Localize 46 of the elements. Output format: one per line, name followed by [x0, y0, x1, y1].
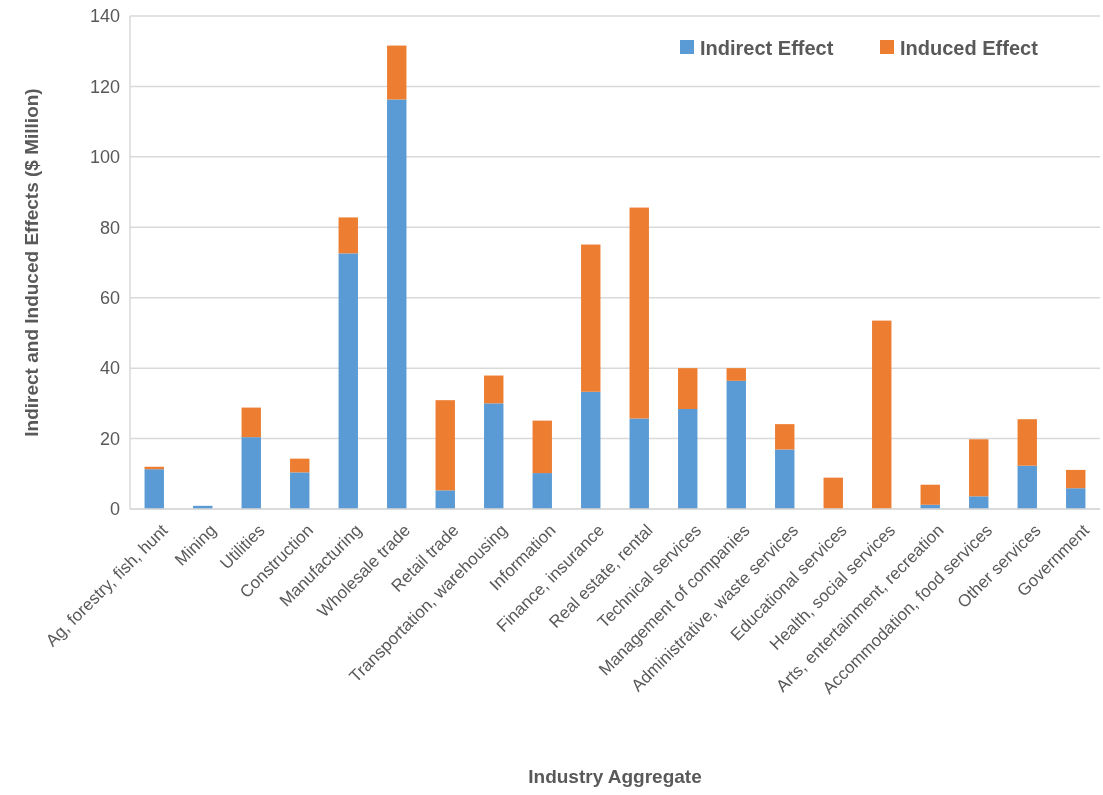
bar [775, 449, 795, 509]
bar [1066, 488, 1086, 509]
bar [144, 469, 164, 509]
bar [532, 420, 552, 474]
bar [435, 400, 455, 491]
bar [484, 403, 504, 509]
y-tick-label: 80 [99, 217, 120, 238]
y-axis-title: Indirect and Induced Effects ($ Million) [21, 88, 42, 437]
bar [581, 391, 601, 509]
y-tick-label: 100 [89, 147, 120, 168]
bar [920, 484, 940, 505]
bar [775, 424, 795, 450]
legend-label: Induced Effect [900, 37, 1039, 59]
y-tick-label: 120 [89, 76, 120, 97]
bar [241, 437, 261, 509]
bar [1017, 419, 1037, 466]
bar [338, 253, 358, 509]
bar [484, 375, 504, 404]
bar [1017, 465, 1037, 509]
bar [338, 217, 358, 254]
bar [629, 207, 649, 419]
x-axis-title: Industry Aggregate [528, 766, 702, 787]
bar [726, 368, 746, 381]
bar [872, 320, 892, 509]
y-tick-label: 140 [89, 6, 120, 27]
y-tick-label: 40 [99, 358, 120, 379]
bar [290, 472, 310, 509]
bar [1066, 469, 1086, 489]
bar [290, 458, 310, 473]
bar [435, 490, 455, 509]
bar [726, 380, 746, 509]
bar [969, 496, 989, 509]
y-tick-label: 60 [99, 288, 120, 309]
bar [581, 244, 601, 392]
y-tick-label: 20 [99, 428, 120, 449]
bar [969, 439, 989, 497]
bar [241, 407, 261, 438]
bar [629, 418, 649, 509]
bar [823, 477, 843, 509]
bar [532, 473, 552, 509]
y-tick-label: 0 [109, 499, 120, 520]
bar [678, 368, 698, 409]
bar [678, 408, 698, 509]
bar [387, 45, 407, 100]
legend-label: Indirect Effect [700, 37, 834, 59]
bar [387, 99, 407, 509]
